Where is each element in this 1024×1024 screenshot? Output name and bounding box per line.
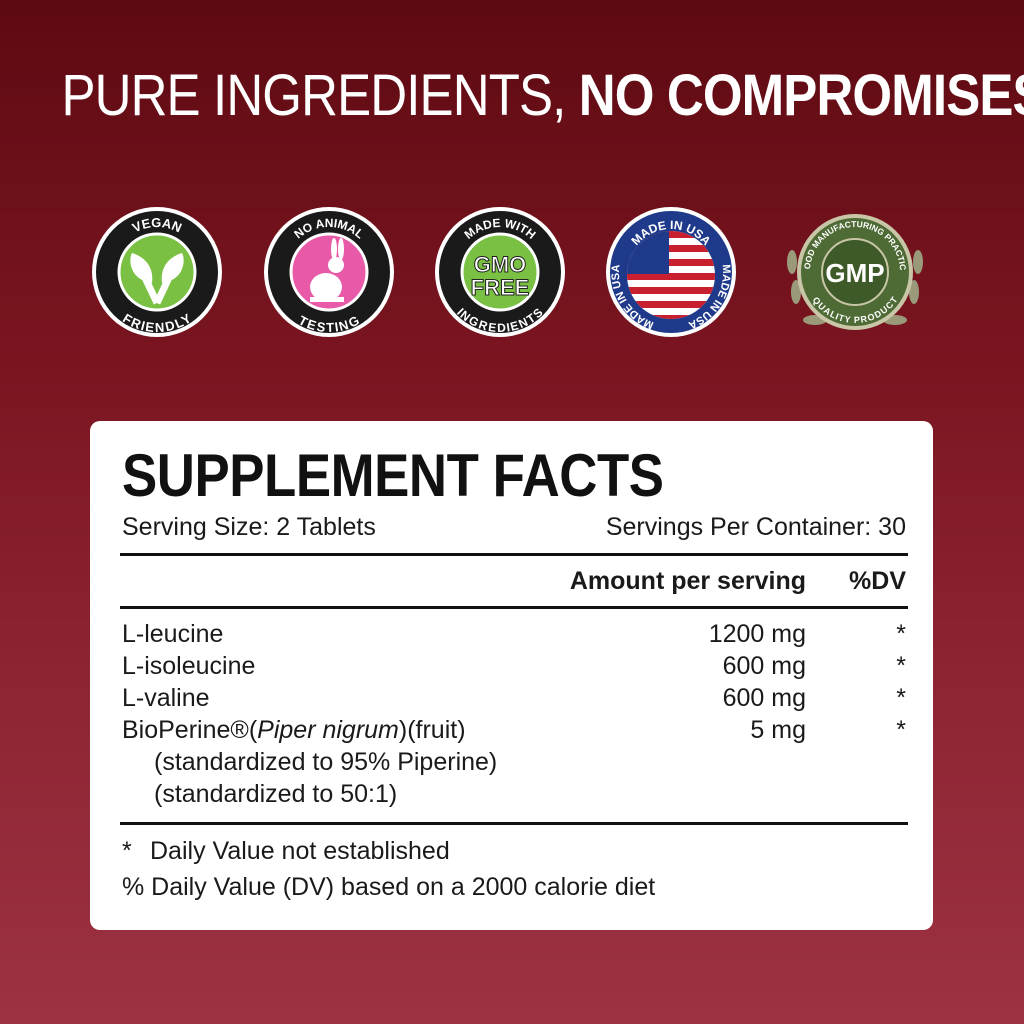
ingredient-name: BioPerine®(Piper nigrum)(fruit)	[122, 716, 466, 744]
ingredient-amount: 600 mg	[722, 652, 806, 680]
rabbit-icon	[310, 238, 344, 302]
ingredient-amount: 5 mg	[750, 716, 806, 744]
gmp-badge: GMP GOOD MANUFACTURING PRACTICE QUALITY …	[780, 202, 923, 330]
divider	[120, 553, 908, 556]
ingredient-note: (standardized to 95% Piperine)	[154, 748, 498, 776]
svg-text:VEGAN: VEGAN	[130, 215, 184, 235]
headline-light: PURE INGREDIENTS,	[61, 63, 579, 128]
servings-per-container: Servings Per Container: 30	[605, 513, 906, 541]
no-animal-testing-badge: NO ANIMAL TESTING	[264, 207, 394, 337]
ingredient-name: L-valine	[122, 684, 210, 712]
gmo-free-icon: GMO FREE	[470, 252, 530, 301]
divider	[120, 822, 908, 825]
headline-bold: NO COMPROMISES	[578, 63, 1024, 128]
col-dv-header: %DV	[849, 567, 906, 595]
vegan-leaf-icon	[130, 253, 184, 305]
facts-title: SUPPLEMENT FACTS	[122, 442, 664, 509]
ingredient-amount: 600 mg	[722, 684, 806, 712]
ingredient-dv: *	[896, 620, 906, 648]
ingredient-name: L-leucine	[122, 620, 224, 648]
headline: PURE INGREDIENTS, NO COMPROMISES	[61, 62, 1024, 129]
us-flag-icon	[627, 231, 715, 319]
ingredient-name: L-isoleucine	[122, 652, 256, 680]
ingredient-dv: *	[896, 684, 906, 712]
ingredient-note: (standardized to 50:1)	[154, 780, 398, 808]
made-in-usa-badge: MADE IN USA MADE IN USA MADE IN USA	[606, 207, 736, 337]
divider	[120, 606, 908, 609]
ingredient-amount: 1200 mg	[708, 620, 806, 648]
footnote-dv: Daily Value not established	[150, 837, 450, 865]
svg-text:GMP: GMP	[825, 258, 884, 288]
ingredient-dv: *	[896, 716, 906, 744]
svg-text:TESTING: TESTING	[296, 313, 361, 335]
footnote-star: *	[122, 837, 132, 865]
footnote-calorie: % Daily Value (DV) based on a 2000 calor…	[122, 873, 656, 901]
gmo-free-badge: GMO FREE MADE WITH INGREDIENTS	[435, 207, 565, 337]
svg-text:GMO: GMO	[474, 252, 527, 277]
serving-size: Serving Size: 2 Tablets	[122, 513, 376, 541]
ingredient-dv: *	[896, 652, 906, 680]
vegan-friendly-badge: VEGAN FRIENDLY	[92, 207, 222, 337]
col-amount-header: Amount per serving	[569, 567, 806, 595]
svg-text:FREE: FREE	[471, 275, 530, 300]
supplement-facts-panel: SUPPLEMENT FACTS Serving Size: 2 Tablets…	[90, 421, 933, 930]
